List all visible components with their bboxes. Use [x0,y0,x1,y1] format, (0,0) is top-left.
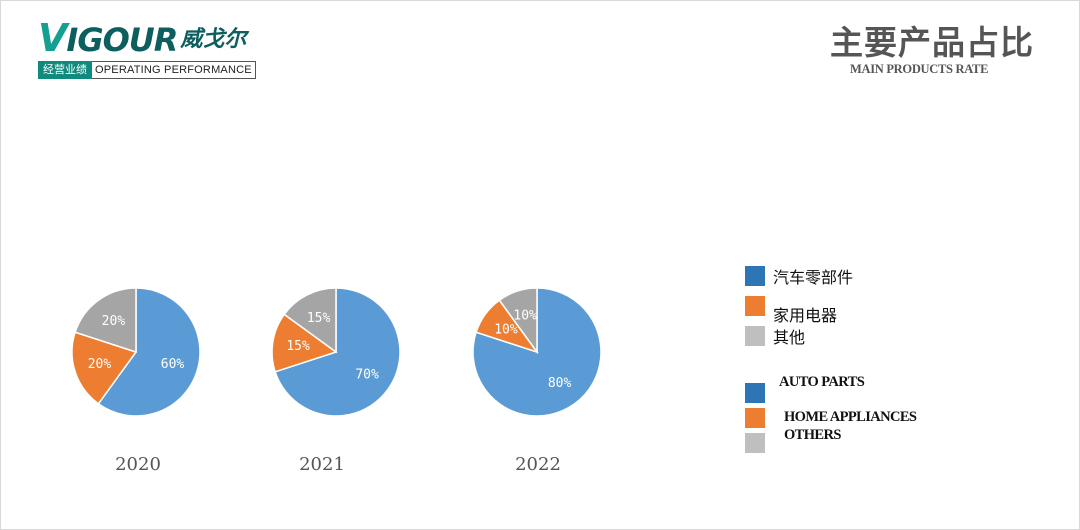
logo-wordmark-text: VIGOUR [38,16,178,60]
legend-cn-item-home: 家用电器 [745,294,837,325]
section-tag: 经营业绩 OPERATING PERFORMANCE [38,61,256,79]
pie-year-label-2020: 2020 [115,454,161,475]
legend-en-swatch-others [745,433,765,453]
pie-chart-2020: 60% 20% 20% [71,287,201,417]
legend-swatch [745,266,765,286]
pie-data-label-2020-auto-parts: 60% [161,357,185,372]
pie-data-label-2021-others: 15% [307,311,331,326]
pie-slices [71,287,201,417]
legend-en-swatch-auto [745,383,765,403]
pie-chart-2022: 80% 10%10% [472,287,602,417]
legend-cn-item-auto: 汽车零部件 [745,264,853,288]
pie-year-label-2021: 2021 [299,454,345,475]
pie-slices [472,287,602,417]
legend-label: 家用电器 [773,306,838,325]
logo-letter-v: V [38,16,67,60]
logo-wordmark: VIGOUR 威戈尔 [38,14,246,60]
company-logo: VIGOUR 威戈尔 经营业绩 OPERATING PERFORMANCE [38,10,270,82]
legend-en-label-others: OTHERS [784,427,841,443]
pie-labels: 70% 15% 15% [286,311,379,383]
legend-label: 其他 [773,328,806,347]
legend-en-label-auto: AUTO PARTS [779,374,865,390]
legend-label: 汽车零部件 [773,268,854,287]
pie-data-label-2020-home-appliances: 20% [88,357,112,372]
pie-chart-2021: 70% 15% 15% [271,287,401,417]
legend-en-label-home: HOME APPLIANCES [784,409,917,425]
legend-cn-item-others: 其他 [745,324,805,348]
pie-data-label-2020-others: 20% [102,314,126,329]
pie-slice-2020-others [74,287,137,354]
pie-data-label-2022-home-appliances: 10% [494,322,518,337]
legend-swatch [745,326,765,346]
pie-data-label-2022-auto-parts: 80% [548,376,572,391]
pie-slice-2021-home-appliances [271,313,338,373]
pie-data-label-2021-auto-parts: 70% [355,368,379,383]
section-tag-cn: 经营业绩 [38,61,92,79]
pie-data-label-2021-home-appliances: 15% [286,339,310,354]
pie-data-label-2022-others: 10% [513,308,537,323]
pie-slice-2022-others [498,287,538,355]
legend-swatch [745,296,765,316]
pie-slice-2021-others [283,287,337,354]
pie-slice-2022-auto-parts [472,287,602,417]
pie-slices [271,287,401,417]
pie-slice-2020-home-appliances [71,331,138,405]
pie-slice-2020-auto-parts [97,287,201,417]
logo-letters: IGOUR [66,21,178,59]
pie-labels: 60% 20% 20% [88,314,185,372]
page-subtitle: MAIN PRODUCTS RATE [850,62,989,76]
page-title: 主要产品占比 [830,23,1034,62]
section-tag-en: OPERATING PERFORMANCE [92,61,256,79]
legend-en-swatch-home [745,408,765,428]
pie-slice-2021-auto-parts [274,287,401,417]
pie-year-label-2022: 2022 [515,454,561,475]
pie-labels: 80% 10%10% [494,308,571,391]
logo-chinese-name: 威戈尔 [180,27,247,52]
